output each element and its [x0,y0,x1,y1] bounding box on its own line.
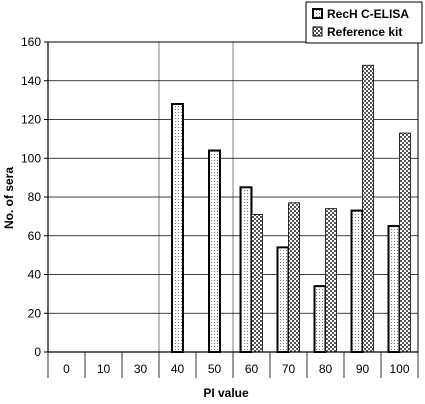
y-tick-label-40: 40 [28,268,42,282]
x-tick-label-60: 60 [245,362,259,376]
gridlines [48,41,418,352]
x-tick-label-30: 30 [134,362,148,376]
axes [44,41,419,378]
y-tick-label-60: 60 [28,229,42,243]
y-tick-label-80: 80 [28,190,42,204]
x-tick-label-90: 90 [356,362,370,376]
bar-rech-80 [313,285,327,353]
x-tick-label-10: 10 [97,362,111,376]
y-tick-label-160: 160 [21,35,41,49]
x-tick-label-40: 40 [171,362,185,376]
bar-rech-100 [387,225,401,353]
x-tick-label-100: 100 [389,362,409,376]
bar-rech-70 [276,246,290,353]
bar-rech-60 [239,186,253,353]
bar-rech-50 [208,149,221,353]
y-tick-label-20: 20 [28,306,42,320]
y-tick-label-120: 120 [21,113,41,127]
legend-swatch-reference [312,26,323,37]
legend: RecH C-ELISA Reference kit [305,1,423,44]
y-tick-label-0: 0 [34,345,41,359]
bar-rech-90 [350,209,364,353]
legend-label-rech: RecH C-ELISA [327,7,409,21]
legend-label-reference: Reference kit [327,25,402,39]
x-tick-label-0: 0 [63,362,70,376]
bar-reference-60 [251,214,263,353]
x-axis-title: PI value [203,386,249,400]
bar-reference-90 [362,64,374,353]
tick-labels: 0 20 40 60 80 100 120 140 160 0 10 30 40 50 60 70 80 90 10… [21,35,410,376]
bar-reference-80 [325,208,337,353]
bar-reference-100 [399,132,411,353]
bar-reference-70 [288,202,300,353]
y-axis-title: No. of sera [2,167,16,229]
x-tick-label-80: 80 [319,362,333,376]
bar-rech-40 [171,103,184,353]
legend-swatch-rech [312,8,323,19]
x-tick-label-50: 50 [208,362,222,376]
x-tick-label-70: 70 [282,362,296,376]
y-tick-label-100: 100 [21,151,41,165]
y-tick-label-140: 140 [21,74,41,88]
bars [171,64,411,353]
